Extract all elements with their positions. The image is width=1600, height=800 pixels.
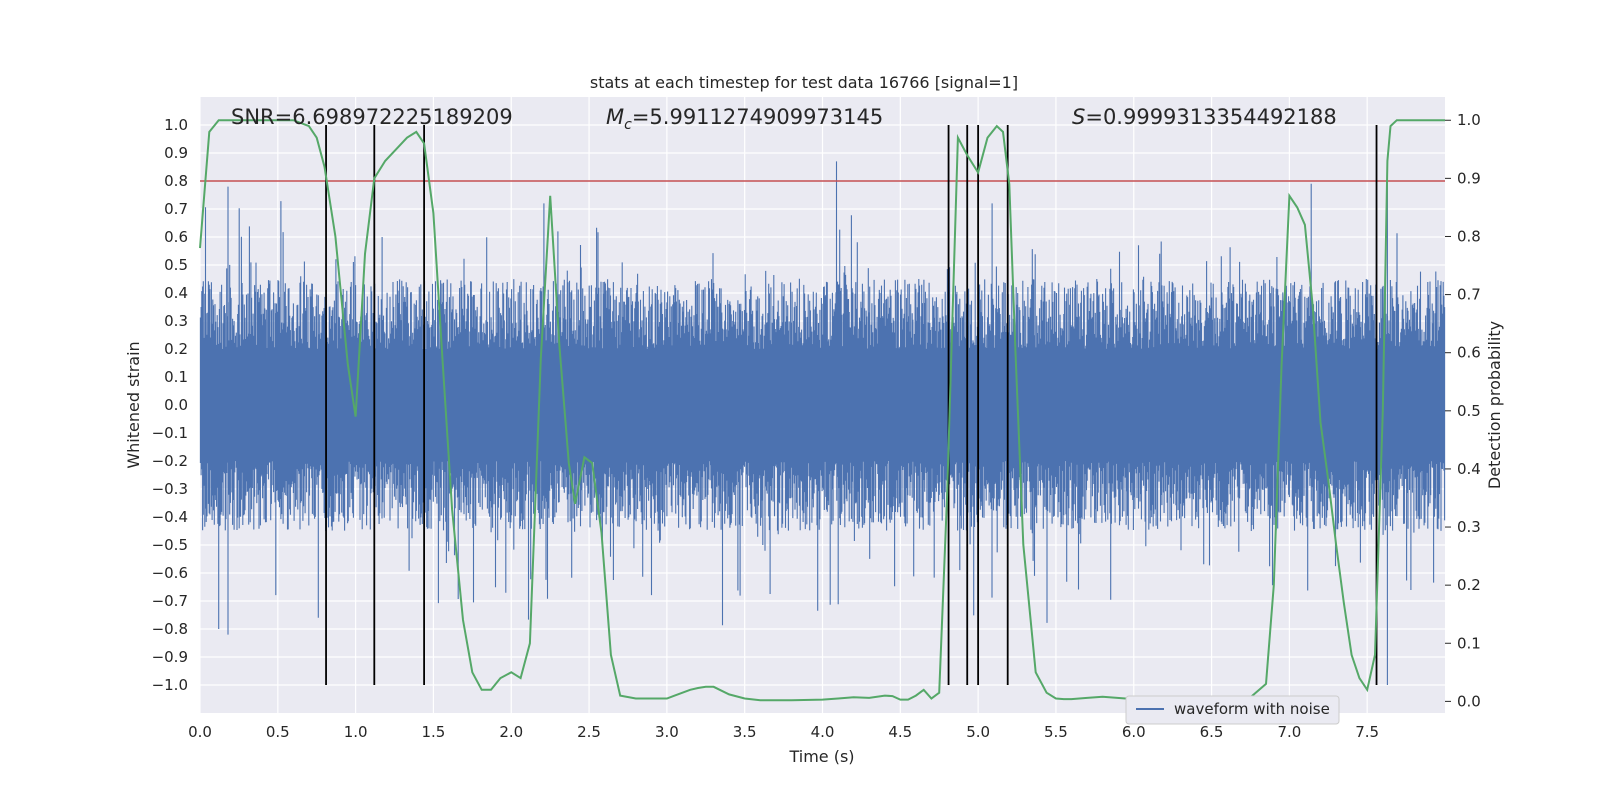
y-tick-label: −0.6 — [152, 564, 188, 582]
y-tick-label: 0.5 — [164, 256, 188, 274]
y-tick-label: −0.1 — [152, 424, 188, 442]
y2-tick-label: 1.0 — [1457, 111, 1481, 129]
s-annotation: S=0.9999313354492188 — [1072, 105, 1337, 129]
y-tick-label: −0.7 — [152, 592, 188, 610]
y2-tick-label: 0.1 — [1457, 634, 1481, 652]
x-tick-label: 1.0 — [344, 723, 368, 741]
legend-label: waveform with noise — [1174, 700, 1330, 718]
y2-tick-label: 0.6 — [1457, 344, 1481, 362]
y-tick-label: −0.3 — [152, 480, 188, 498]
waveform-series — [199, 161, 1446, 685]
mc-annotation: Mc=5.9911274909973145 — [606, 105, 883, 133]
x-tick-label: 3.5 — [733, 723, 757, 741]
mc-value: =5.9911274909973145 — [632, 105, 883, 129]
y-axis-label: Whitened strain — [124, 341, 143, 468]
snr-annotation: SNR=6.698972225189209 — [231, 105, 513, 129]
event-vlines — [325, 125, 1378, 685]
y-tick-label: 0.7 — [164, 200, 188, 218]
y2-tick-label: 0.4 — [1457, 460, 1481, 478]
x-tick-labels: 0.0 0.5 1.0 1.5 2.0 2.5 3.0 3.5 4.0 4.5 5.0 5.5 6.0 6… — [188, 723, 1379, 741]
x-tick-label: 0.5 — [266, 723, 290, 741]
y-tick-label: −0.9 — [152, 648, 188, 666]
y-tick-label: 0.8 — [164, 172, 188, 190]
y-tick-label: −1.0 — [152, 676, 188, 694]
x-tick-label: 5.5 — [1044, 723, 1068, 741]
y-tick-label: 0.0 — [164, 396, 188, 414]
x-tick-label: 4.5 — [888, 723, 912, 741]
waveform-trace — [199, 161, 1446, 685]
y-tick-label: −0.5 — [152, 536, 188, 554]
x-axis-label: Time (s) — [788, 747, 854, 766]
y2-tick-label: 0.0 — [1457, 692, 1481, 710]
s-symbol: S — [1072, 105, 1085, 129]
y-tick-label: 0.1 — [164, 368, 188, 386]
y-tick-label: 1.0 — [164, 116, 188, 134]
probability-line — [199, 119, 1445, 702]
y-tick-label: −0.8 — [152, 620, 188, 638]
s-value: =0.9999313354492188 — [1085, 105, 1336, 129]
chart-title: stats at each timestep for test data 167… — [590, 73, 1018, 92]
y-tick-label: 0.3 — [164, 312, 188, 330]
y-tick-label: 0.2 — [164, 340, 188, 358]
x-tick-label: 4.0 — [811, 723, 835, 741]
mc-subscript: c — [624, 117, 632, 133]
y2-tick-label: 0.5 — [1457, 402, 1481, 420]
x-tick-label: 7.5 — [1355, 723, 1379, 741]
legend: waveform with noise — [1125, 695, 1340, 725]
y-tick-label: 0.4 — [164, 284, 188, 302]
y2-tick-label: 0.3 — [1457, 518, 1481, 536]
x-tick-label: 3.0 — [655, 723, 679, 741]
y2-axis-label: Detection probability — [1485, 321, 1504, 489]
x-tick-label: 5.0 — [966, 723, 990, 741]
y-tick-label: 0.6 — [164, 228, 188, 246]
x-tick-label: 7.0 — [1277, 723, 1301, 741]
y2-tick-label: 0.7 — [1457, 286, 1481, 304]
x-tick-label: 6.0 — [1122, 723, 1146, 741]
x-tick-label: 1.5 — [422, 723, 446, 741]
x-tick-label: 6.5 — [1200, 723, 1224, 741]
x-tick-label: 0.0 — [188, 723, 212, 741]
y2-tick-label: 0.8 — [1457, 227, 1481, 245]
y-tick-label: 0.9 — [164, 144, 188, 162]
probability-series — [199, 119, 1445, 702]
y2-tick-labels: 1.0 0.9 0.8 0.7 0.6 0.5 0.4 0.3 0.2 0.1 0.0 — [1445, 111, 1481, 710]
y-tick-labels: 1.0 0.9 0.8 0.7 0.6 0.5 0.4 0.3 0.2 0.1 0.0 −0.1 −0.… — [152, 116, 188, 694]
legend-box — [1125, 695, 1340, 725]
mc-symbol: M — [606, 105, 624, 129]
y2-tick-label: 0.2 — [1457, 576, 1481, 594]
y-tick-label: −0.4 — [152, 508, 188, 526]
y2-tick-label: 0.9 — [1457, 169, 1481, 187]
x-tick-label: 2.5 — [577, 723, 601, 741]
y-tick-label: −0.2 — [152, 452, 188, 470]
x-tick-label: 2.0 — [499, 723, 523, 741]
